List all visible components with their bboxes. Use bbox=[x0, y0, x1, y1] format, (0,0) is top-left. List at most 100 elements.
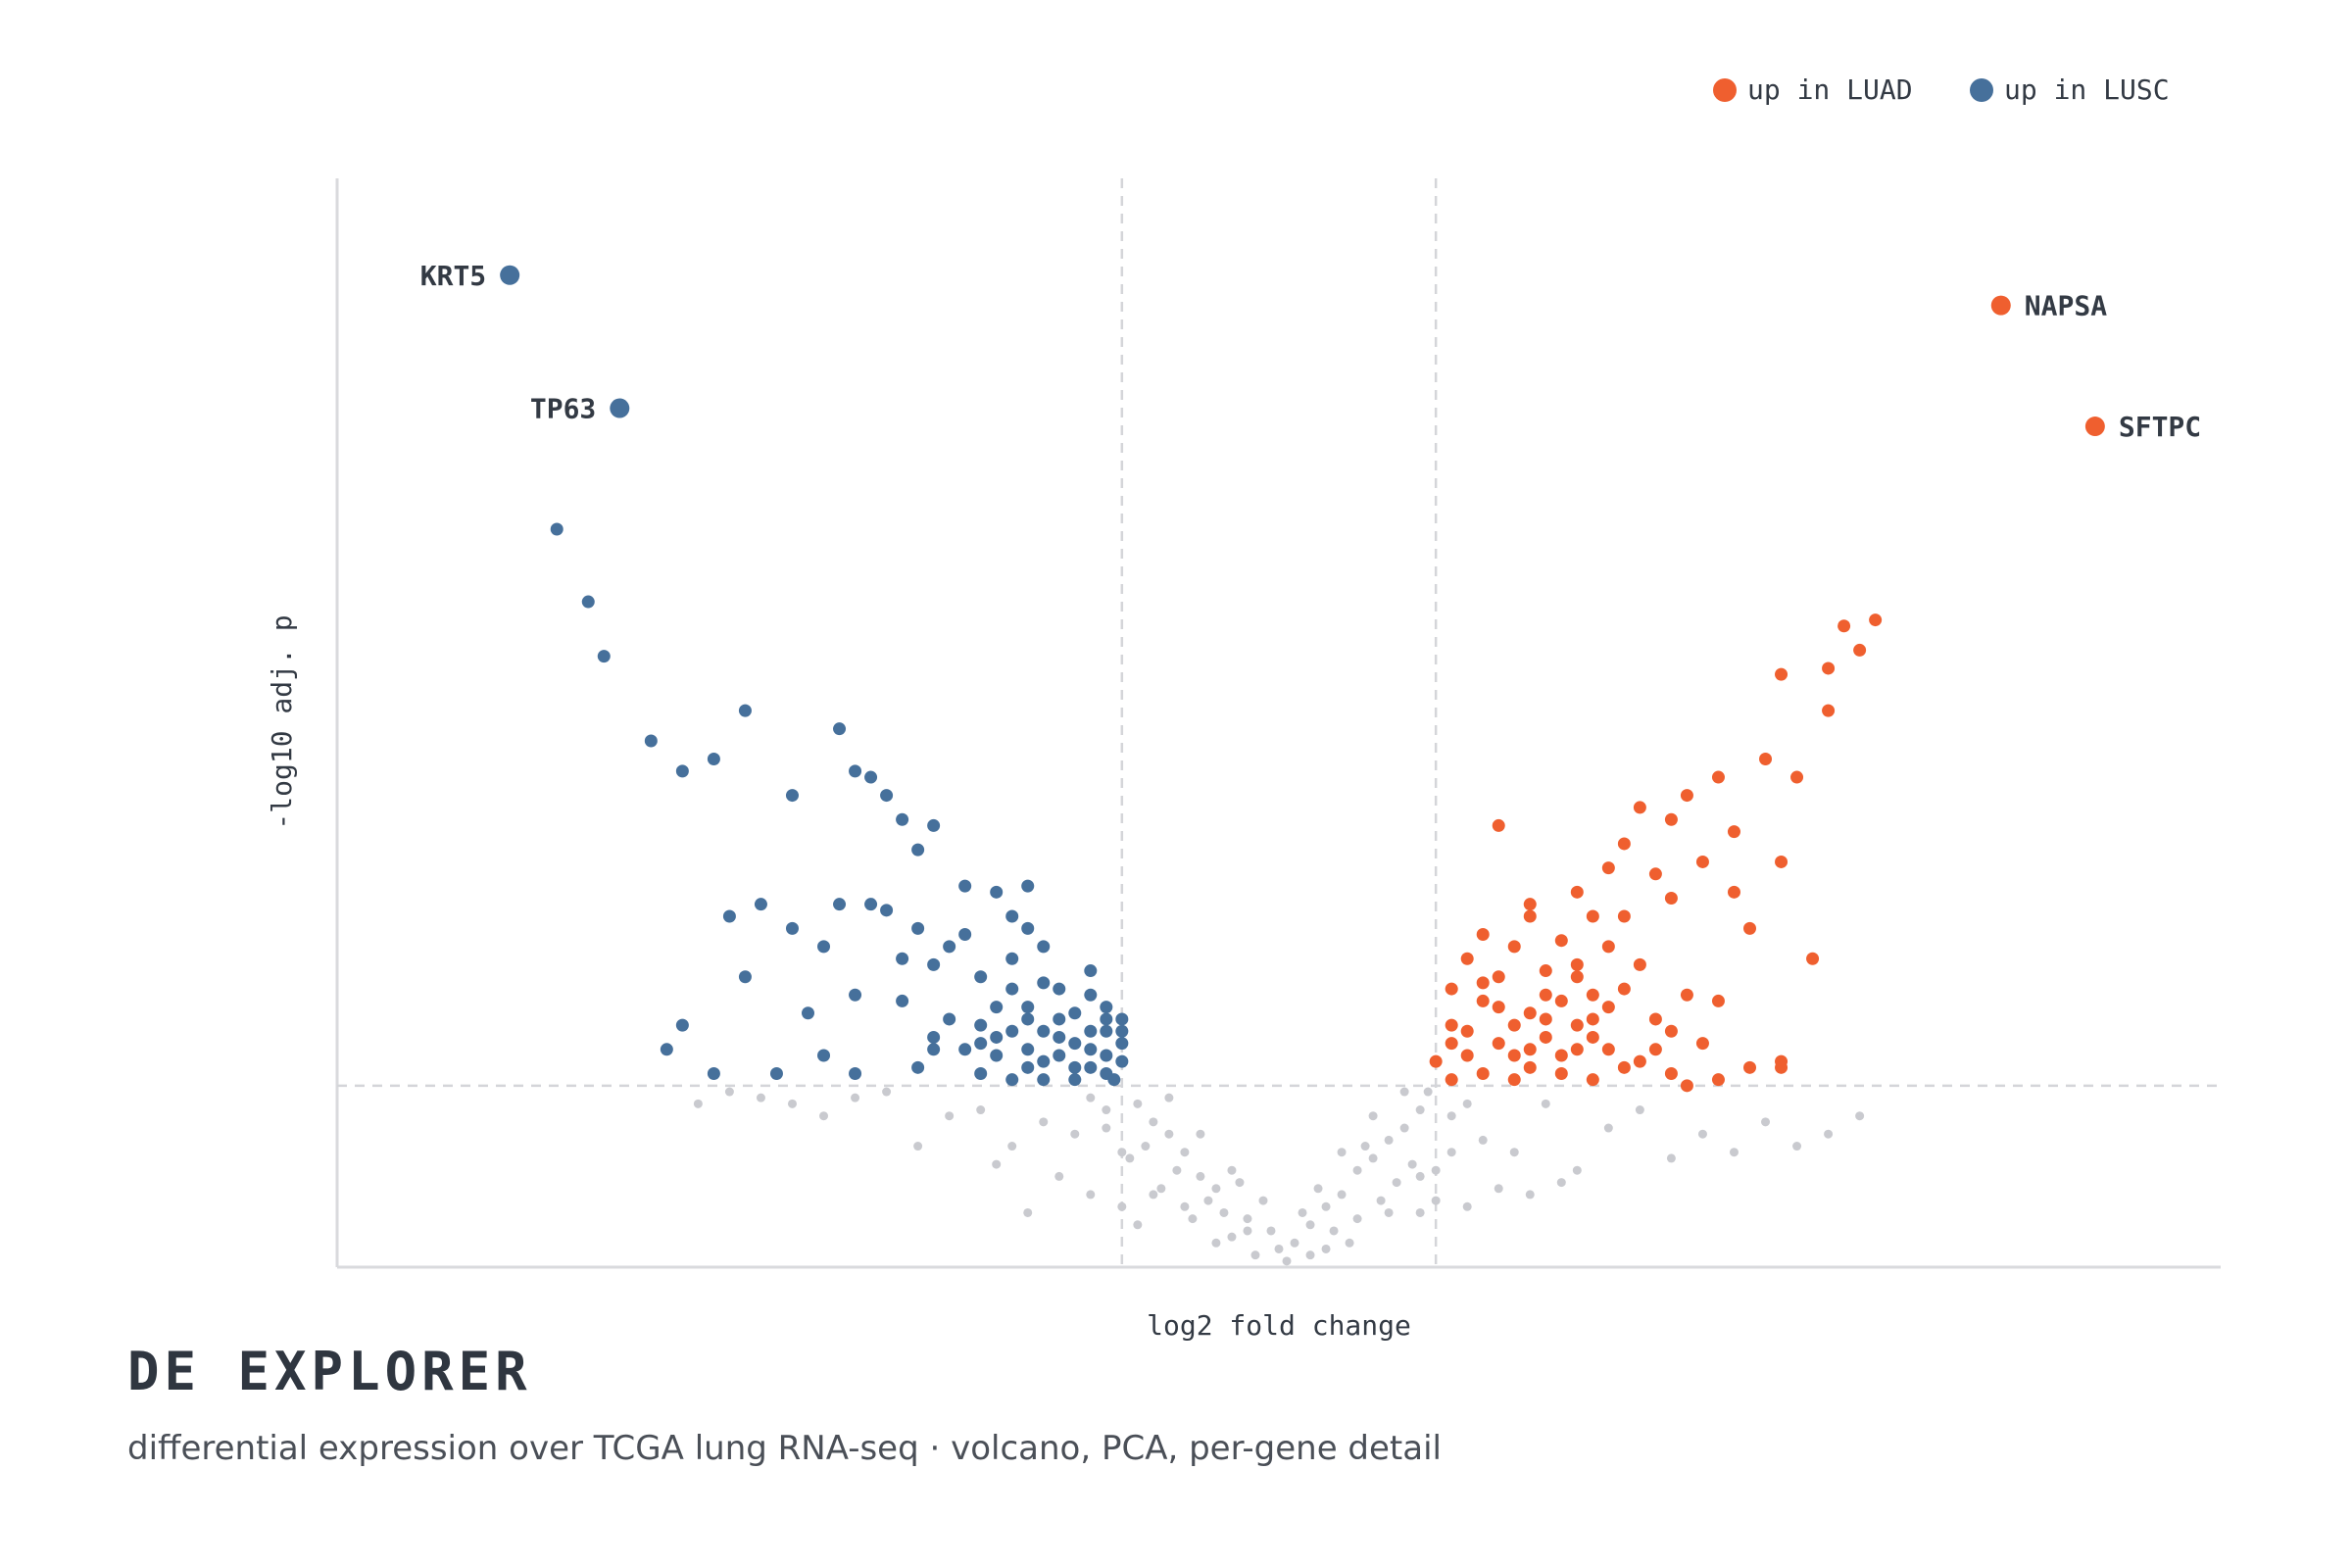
point-not-significant-89[interactable] bbox=[1337, 1148, 1347, 1157]
point-not-significant-30[interactable] bbox=[1219, 1207, 1229, 1217]
point-gene-sftpc[interactable] bbox=[2084, 416, 2105, 437]
point-up-in-lusc-53[interactable] bbox=[1037, 1073, 1051, 1087]
point-up-in-luad-26[interactable] bbox=[1507, 940, 1521, 954]
point-up-in-lusc-47[interactable] bbox=[1037, 1054, 1051, 1068]
point-not-significant-8[interactable] bbox=[1415, 1105, 1425, 1115]
point-not-significant-3[interactable] bbox=[1211, 1184, 1221, 1194]
point-up-in-lusc-14[interactable] bbox=[927, 818, 941, 832]
point-up-in-luad-12[interactable] bbox=[1680, 789, 1693, 803]
point-up-in-lusc-11[interactable] bbox=[864, 770, 878, 784]
point-not-significant-38[interactable] bbox=[1102, 1105, 1111, 1115]
point-up-in-lusc-68[interactable] bbox=[754, 898, 767, 911]
point-not-significant-6[interactable] bbox=[1384, 1135, 1394, 1145]
point-up-in-lusc-82[interactable] bbox=[1100, 1066, 1113, 1080]
point-up-in-lusc-5[interactable] bbox=[707, 753, 720, 766]
point-up-in-lusc-15[interactable] bbox=[958, 879, 972, 893]
point-not-significant-33[interactable] bbox=[1376, 1196, 1386, 1205]
point-up-in-luad-71[interactable] bbox=[1695, 1037, 1709, 1051]
point-up-in-lusc-73[interactable] bbox=[1084, 1043, 1098, 1056]
point-not-significant-98[interactable] bbox=[1086, 1093, 1096, 1102]
point-up-in-luad-46[interactable] bbox=[1586, 1030, 1599, 1044]
point-not-significant-80[interactable] bbox=[1149, 1190, 1158, 1200]
point-up-in-luad-82[interactable] bbox=[1586, 988, 1599, 1002]
point-up-in-lusc-74[interactable] bbox=[1115, 1037, 1129, 1051]
point-up-in-lusc-83[interactable] bbox=[974, 1037, 988, 1051]
point-up-in-lusc-51[interactable] bbox=[1100, 1049, 1113, 1062]
point-up-in-luad-35[interactable] bbox=[1586, 1012, 1599, 1026]
point-up-in-lusc-33[interactable] bbox=[1037, 976, 1051, 990]
point-up-in-luad-38[interactable] bbox=[1648, 1012, 1662, 1026]
point-up-in-lusc-88[interactable] bbox=[1115, 1024, 1129, 1038]
point-up-in-luad-57[interactable] bbox=[1617, 1060, 1631, 1074]
point-up-in-luad-63[interactable] bbox=[1617, 909, 1631, 923]
point-not-significant-39[interactable] bbox=[1478, 1135, 1488, 1145]
point-up-in-luad-23[interactable] bbox=[1586, 909, 1599, 923]
point-up-in-lusc-57[interactable] bbox=[1068, 1037, 1082, 1051]
point-not-significant-46[interactable] bbox=[976, 1105, 986, 1115]
point-not-significant-51[interactable] bbox=[1666, 1153, 1676, 1163]
point-not-significant-94[interactable] bbox=[1133, 1220, 1143, 1230]
point-up-in-luad-29[interactable] bbox=[1460, 952, 1474, 965]
point-up-in-luad-73[interactable] bbox=[1775, 1060, 1788, 1074]
point-gene-napsa[interactable] bbox=[1990, 295, 2011, 316]
point-up-in-luad-52[interactable] bbox=[1476, 1066, 1490, 1080]
point-up-in-lusc-8[interactable] bbox=[833, 722, 847, 736]
point-not-significant-26[interactable] bbox=[1141, 1142, 1151, 1152]
point-up-in-luad-40[interactable] bbox=[1445, 1018, 1458, 1032]
point-not-significant-73[interactable] bbox=[1250, 1250, 1260, 1260]
point-not-significant-59[interactable] bbox=[1792, 1142, 1802, 1152]
point-up-in-lusc-25[interactable] bbox=[864, 898, 878, 911]
point-up-in-lusc-87[interactable] bbox=[1084, 1060, 1098, 1074]
point-up-in-luad-48[interactable] bbox=[1633, 1054, 1646, 1068]
point-not-significant-62[interactable] bbox=[1824, 1129, 1834, 1139]
point-up-in-lusc-43[interactable] bbox=[974, 1018, 988, 1032]
point-up-in-lusc-55[interactable] bbox=[974, 1066, 988, 1080]
point-up-in-lusc-20[interactable] bbox=[722, 909, 736, 923]
point-up-in-luad-80[interactable] bbox=[1476, 976, 1490, 990]
point-up-in-lusc-72[interactable] bbox=[1053, 1012, 1066, 1026]
point-up-in-lusc-84[interactable] bbox=[1021, 1060, 1035, 1074]
point-up-in-luad-42[interactable] bbox=[1492, 1037, 1505, 1051]
point-up-in-lusc-85[interactable] bbox=[1053, 1049, 1066, 1062]
point-not-significant-74[interactable] bbox=[1282, 1256, 1292, 1266]
point-up-in-lusc-78[interactable] bbox=[896, 952, 909, 965]
point-up-in-lusc-21[interactable] bbox=[738, 970, 752, 984]
point-not-significant-40[interactable] bbox=[1070, 1129, 1080, 1139]
point-not-significant-53[interactable] bbox=[1697, 1129, 1707, 1139]
point-not-significant-42[interactable] bbox=[1039, 1117, 1049, 1127]
point-not-significant-19[interactable] bbox=[1298, 1207, 1307, 1217]
point-up-in-lusc-39[interactable] bbox=[849, 988, 862, 1002]
point-up-in-lusc-45[interactable] bbox=[1005, 1024, 1019, 1038]
point-up-in-luad-0[interactable] bbox=[1869, 613, 1883, 627]
point-up-in-luad-34[interactable] bbox=[1570, 970, 1584, 984]
point-up-in-lusc-76[interactable] bbox=[1037, 1024, 1051, 1038]
point-up-in-lusc-40[interactable] bbox=[896, 994, 909, 1007]
point-up-in-lusc-38[interactable] bbox=[1115, 1012, 1129, 1026]
point-not-significant-50[interactable] bbox=[913, 1142, 923, 1152]
point-up-in-lusc-48[interactable] bbox=[1053, 1030, 1066, 1044]
point-not-significant-72[interactable] bbox=[1556, 1178, 1566, 1188]
point-not-significant-23[interactable] bbox=[1360, 1142, 1370, 1152]
point-up-in-lusc-89[interactable] bbox=[1100, 1012, 1113, 1026]
point-gene-krt5[interactable] bbox=[500, 265, 520, 285]
point-not-significant-96[interactable] bbox=[1117, 1201, 1127, 1211]
point-up-in-luad-49[interactable] bbox=[1664, 1024, 1678, 1038]
point-up-in-luad-19[interactable] bbox=[1775, 855, 1788, 868]
point-up-in-luad-77[interactable] bbox=[1445, 1037, 1458, 1051]
point-up-in-luad-22[interactable] bbox=[1554, 934, 1568, 948]
point-up-in-lusc-13[interactable] bbox=[911, 843, 925, 857]
point-up-in-lusc-27[interactable] bbox=[911, 921, 925, 935]
point-up-in-lusc-28[interactable] bbox=[927, 957, 941, 971]
point-not-significant-57[interactable] bbox=[1761, 1117, 1771, 1127]
point-not-significant-61[interactable] bbox=[724, 1087, 734, 1097]
point-up-in-luad-4[interactable] bbox=[1822, 704, 1836, 717]
point-not-significant-2[interactable] bbox=[1321, 1201, 1331, 1211]
point-up-in-lusc-62[interactable] bbox=[707, 1066, 720, 1080]
point-not-significant-43[interactable] bbox=[1541, 1099, 1550, 1108]
point-not-significant-16[interactable] bbox=[1399, 1123, 1409, 1133]
point-up-in-luad-58[interactable] bbox=[1664, 1066, 1678, 1080]
point-up-in-lusc-41[interactable] bbox=[927, 1030, 941, 1044]
point-up-in-lusc-66[interactable] bbox=[911, 1060, 925, 1074]
point-up-in-luad-68[interactable] bbox=[1711, 1073, 1725, 1087]
point-not-significant-36[interactable] bbox=[1125, 1153, 1135, 1163]
